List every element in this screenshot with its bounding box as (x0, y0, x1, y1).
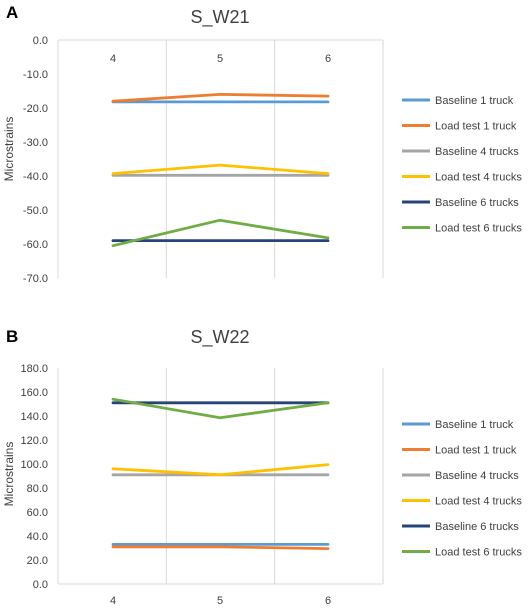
panel-b-y-tick-labels: 180.0 160.0 140.0 120.0 100.0 80.0 60.0 40.0 20.… (20, 363, 48, 591)
panel-a-x-tick-labels: 4 5 6 (110, 53, 331, 65)
legend-label: Load test 1 truck (435, 445, 517, 457)
series-line (111, 397, 330, 420)
legend-label: Baseline 1 truck (435, 95, 514, 107)
panel-a-chart: A S_W21 Microstrains 0.0 -10.0 -20.0 -30.0 -… (2, 3, 522, 285)
panel-a-y-axis-label: Microstrains (2, 117, 16, 182)
panel-b-y-axis-label: Microstrains (2, 442, 16, 507)
x-tick-label: 4 (110, 53, 116, 65)
panel-a-letter: A (6, 3, 18, 22)
y-tick-label: 80.0 (27, 483, 48, 495)
y-tick-label: 40.0 (27, 531, 48, 543)
legend-label: Baseline 4 trucks (435, 470, 519, 482)
x-tick-label: 6 (325, 595, 331, 607)
series-line (111, 545, 330, 550)
x-tick-label: 5 (217, 53, 223, 65)
y-tick-label: 20.0 (27, 555, 48, 567)
panel-b-x-tick-labels: 4 5 6 (110, 595, 331, 607)
legend-label: Load test 6 trucks (435, 223, 522, 235)
y-tick-label: -20.0 (23, 103, 48, 115)
y-tick-label: 140.0 (20, 411, 48, 423)
panel-a-legend: Baseline 1 truck Load test 1 truck Baselin… (402, 95, 522, 235)
panel-b-letter: B (6, 327, 18, 346)
legend-label: Load test 4 trucks (435, 496, 522, 508)
legend-label: Load test 6 trucks (435, 547, 522, 559)
y-tick-label: 0.0 (33, 35, 48, 47)
y-tick-label: 120.0 (20, 435, 48, 447)
legend-label: Load test 1 truck (435, 121, 517, 133)
x-tick-label: 6 (325, 53, 331, 65)
y-tick-label: -10.0 (23, 69, 48, 81)
y-tick-label: -70.0 (23, 273, 48, 285)
panel-b-chart: B S_W22 Microstrains 180.0 160.0 140.0 120.… (2, 327, 522, 607)
panel-a-gridlines (57, 40, 384, 278)
panel-a-title: S_W21 (190, 7, 249, 28)
y-tick-label: 60.0 (27, 507, 48, 519)
series-line (111, 463, 330, 477)
y-tick-label: 100.0 (20, 459, 48, 471)
legend-label: Baseline 6 trucks (435, 521, 519, 533)
series-line (111, 218, 330, 248)
y-tick-label: -40.0 (23, 171, 48, 183)
panel-b-title: S_W22 (190, 327, 249, 348)
panel-a-y-tick-labels: 0.0 -10.0 -20.0 -30.0 -40.0 -50.0 -60.0 -70.0 (23, 35, 48, 285)
panel-a-series-lines (111, 93, 330, 248)
legend-label: Baseline 6 trucks (435, 197, 519, 209)
y-tick-label: 180.0 (20, 363, 48, 375)
y-tick-label: 0.0 (33, 579, 48, 591)
legend-label: Load test 4 trucks (435, 172, 522, 184)
legend-label: Baseline 4 trucks (435, 146, 519, 158)
series-line (111, 163, 330, 176)
y-tick-label: -50.0 (23, 205, 48, 217)
y-tick-label: -30.0 (23, 137, 48, 149)
y-tick-label: -60.0 (23, 239, 48, 251)
y-tick-label: 160.0 (20, 387, 48, 399)
panel-b-series-lines (111, 397, 330, 550)
x-tick-label: 5 (217, 595, 223, 607)
x-tick-label: 4 (110, 595, 116, 607)
panel-b-legend: Baseline 1 truck Load test 1 truck Baselin… (402, 419, 522, 559)
series-line (111, 93, 330, 103)
legend-label: Baseline 1 truck (435, 419, 514, 431)
